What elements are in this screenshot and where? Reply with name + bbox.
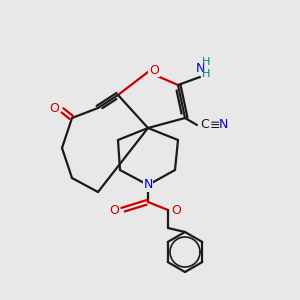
Text: O: O <box>49 101 59 115</box>
Text: O: O <box>109 205 119 218</box>
Text: H: H <box>202 69 210 79</box>
Text: ≡: ≡ <box>210 118 220 131</box>
Text: H: H <box>202 57 210 67</box>
Text: O: O <box>149 64 159 76</box>
Text: O: O <box>171 205 181 218</box>
Text: N: N <box>143 178 153 191</box>
Text: N: N <box>219 118 228 131</box>
Text: N: N <box>195 61 205 74</box>
Text: C: C <box>200 118 209 131</box>
